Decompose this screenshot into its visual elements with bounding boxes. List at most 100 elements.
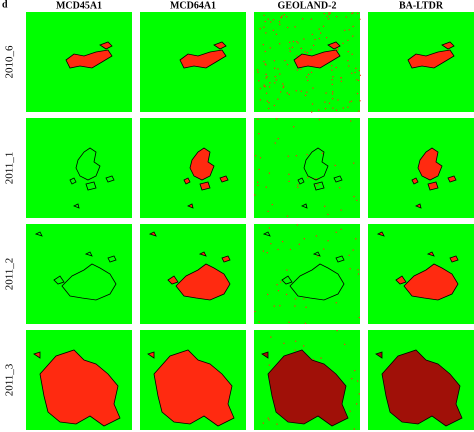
speckle bbox=[356, 199, 358, 201]
speckle bbox=[276, 423, 278, 425]
speckle bbox=[315, 178, 318, 180]
speckle bbox=[357, 79, 360, 81]
speckle bbox=[277, 248, 279, 251]
speckle bbox=[304, 322, 307, 324]
speckle bbox=[348, 29, 350, 31]
speckle bbox=[286, 16, 288, 18]
speckle bbox=[306, 52, 309, 54]
speckle bbox=[351, 72, 353, 74]
speckle bbox=[279, 305, 281, 307]
speckle bbox=[328, 102, 331, 104]
speckle bbox=[358, 316, 360, 319]
row-label: 2010_6 bbox=[4, 45, 16, 79]
map-panel bbox=[368, 330, 474, 430]
speckle bbox=[268, 172, 271, 174]
speckle bbox=[265, 77, 267, 79]
speckle bbox=[294, 349, 296, 351]
speckle bbox=[266, 76, 268, 78]
speckle bbox=[262, 422, 264, 424]
map-panel bbox=[140, 330, 246, 430]
speckle bbox=[277, 138, 279, 140]
speckle bbox=[306, 91, 308, 93]
speckle bbox=[301, 18, 304, 20]
speckle bbox=[321, 152, 323, 154]
speckle bbox=[297, 42, 299, 44]
speckle bbox=[347, 39, 349, 41]
speckle bbox=[277, 98, 279, 100]
speckle bbox=[352, 249, 354, 251]
speckle bbox=[339, 187, 341, 189]
speckle bbox=[278, 21, 281, 23]
speckle bbox=[257, 181, 259, 183]
speckle bbox=[340, 228, 342, 230]
speckle bbox=[258, 321, 260, 323]
speckle bbox=[285, 293, 288, 296]
speckle bbox=[340, 77, 342, 79]
speckle bbox=[268, 419, 270, 421]
speckle bbox=[292, 40, 295, 43]
speckle bbox=[298, 243, 300, 245]
speckle bbox=[303, 345, 305, 347]
speckle bbox=[304, 94, 307, 97]
speckle bbox=[254, 310, 256, 313]
map-panel bbox=[368, 118, 474, 218]
speckle bbox=[269, 82, 271, 84]
speckle bbox=[257, 71, 259, 73]
speckle bbox=[303, 298, 305, 300]
map-panel bbox=[26, 224, 132, 324]
map-panel bbox=[140, 118, 246, 218]
speckle bbox=[280, 91, 282, 93]
speckle bbox=[344, 343, 346, 345]
column-header: MCD64A1 bbox=[170, 0, 216, 11]
speckle bbox=[359, 100, 361, 102]
map-panel bbox=[26, 12, 132, 112]
speckle bbox=[334, 164, 336, 167]
speckle bbox=[284, 59, 286, 62]
map-panel bbox=[368, 12, 474, 112]
speckle bbox=[257, 184, 259, 187]
speckle bbox=[350, 100, 353, 102]
speckle bbox=[289, 41, 291, 43]
speckle bbox=[336, 330, 338, 332]
speckle bbox=[310, 18, 313, 20]
speckle bbox=[304, 51, 306, 53]
speckle bbox=[349, 410, 351, 412]
speckle bbox=[262, 44, 264, 46]
column-header: GEOLAND-2 bbox=[278, 0, 337, 11]
speckle bbox=[324, 101, 326, 103]
speckle bbox=[328, 12, 330, 14]
column-header: MCD45A1 bbox=[56, 0, 102, 11]
speckle bbox=[279, 73, 281, 75]
row-label: 2011_1 bbox=[4, 152, 16, 185]
speckle bbox=[336, 49, 338, 52]
map-background bbox=[26, 224, 132, 324]
panel-label: d bbox=[2, 0, 8, 10]
speckle bbox=[270, 336, 272, 338]
speckle bbox=[332, 91, 334, 93]
map-panel bbox=[140, 224, 246, 324]
speckle bbox=[357, 380, 359, 382]
speckle bbox=[317, 183, 319, 186]
speckle bbox=[273, 305, 275, 307]
speckle bbox=[344, 29, 346, 31]
speckle bbox=[267, 417, 269, 419]
speckle bbox=[288, 321, 290, 323]
speckle bbox=[359, 74, 361, 76]
speckle bbox=[342, 107, 344, 109]
speckle bbox=[358, 110, 360, 112]
speckle bbox=[337, 99, 339, 101]
speckle bbox=[327, 18, 330, 20]
speckle bbox=[312, 358, 314, 361]
speckle bbox=[306, 153, 308, 156]
speckle bbox=[327, 213, 329, 215]
speckle bbox=[276, 284, 278, 286]
speckle bbox=[257, 118, 259, 120]
speckle bbox=[283, 85, 285, 87]
map-panel bbox=[140, 12, 246, 112]
speckle bbox=[265, 92, 268, 94]
column-header: BA-LTDR bbox=[399, 0, 444, 11]
speckle bbox=[268, 102, 270, 104]
speckle bbox=[281, 240, 284, 243]
speckle bbox=[254, 155, 257, 157]
speckle bbox=[331, 65, 333, 67]
